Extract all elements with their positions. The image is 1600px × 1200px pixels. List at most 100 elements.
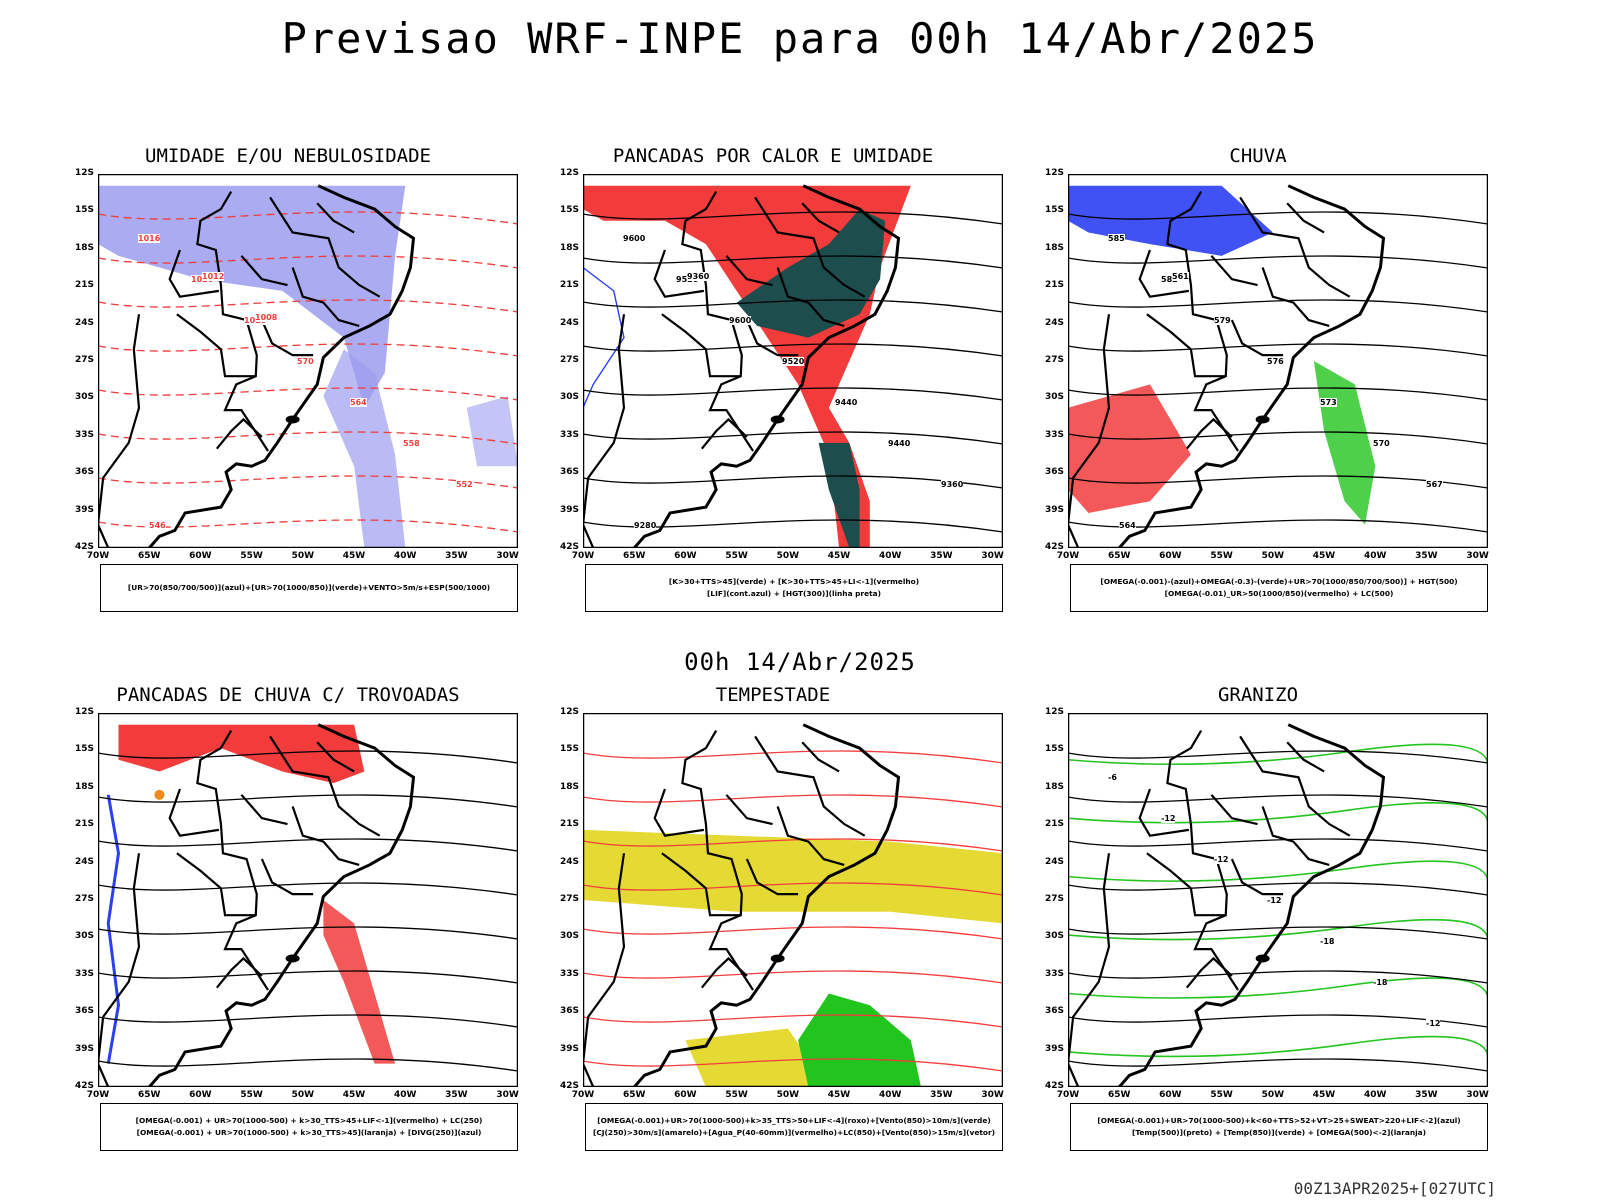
coastline xyxy=(148,723,416,1087)
contour-line xyxy=(583,970,1003,984)
panel-title: PANCADAS POR CALOR E UMIDADE xyxy=(612,145,934,167)
lon-tick-label: 30W xyxy=(1466,551,1489,561)
contour-line xyxy=(1068,431,1488,445)
contour-line xyxy=(1068,519,1488,533)
lon-tick-label: 55W xyxy=(725,1090,748,1100)
lon-tick-label: 45W xyxy=(827,551,851,561)
country-border xyxy=(583,314,626,548)
lon-tick-label: 50W xyxy=(776,551,800,561)
lat-tick-label: 12S xyxy=(1044,168,1064,178)
main-title: Previsao WRF-INPE para 00h 14/Abr/2025 xyxy=(281,14,1319,63)
contour-value-label: 564 xyxy=(1119,521,1136,530)
legend-line: [Temp(500)](preto) + [Temp(850)](verde) … xyxy=(1131,1128,1427,1137)
lat-tick-label: 27S xyxy=(1044,355,1064,365)
country-border xyxy=(745,319,799,357)
lon-tick-label: 40W xyxy=(393,551,417,561)
lon-tick-label: 65W xyxy=(137,551,161,561)
lat-tick-label: 42S xyxy=(1044,1081,1064,1091)
humidity-area-band xyxy=(323,349,406,548)
country-border xyxy=(1146,313,1226,378)
contour-value-label: 585 xyxy=(1108,234,1125,243)
contour-value-label: 582 xyxy=(1161,275,1178,284)
country-border xyxy=(801,202,840,234)
lon-tick-label: 45W xyxy=(827,1090,851,1100)
contour-line xyxy=(98,387,518,401)
contour-line xyxy=(1068,882,1488,896)
contour-value-label: 552 xyxy=(456,480,473,489)
lat-tick-label: 33S xyxy=(559,968,579,979)
country-border xyxy=(725,794,773,826)
country-border xyxy=(1068,853,1111,1087)
lat-tick-label: 24S xyxy=(74,317,94,328)
legend-line: [OMEGA(-0.001)-(azul)+OMEGA(-0.3)-(verde… xyxy=(1100,577,1458,586)
country-border xyxy=(168,249,220,298)
legend-line: [K>30+TTS>45](verde) + [K>30+TTS>45+LI<-… xyxy=(668,577,920,586)
country-border xyxy=(316,741,355,773)
thunder-area-red xyxy=(118,724,365,784)
lon-tick-label: 40W xyxy=(1363,1090,1387,1100)
map-frame: 12S 15S 18S 21S 24S 27S 30S 33S 36S 39S 42S 70W 65W 6… xyxy=(560,707,1004,1100)
lon-tick-label: 50W xyxy=(1261,1090,1285,1100)
lat-tick-label: 39S xyxy=(74,504,94,515)
contour-value-label: 9440 xyxy=(888,439,911,448)
lat-tick-label: 30S xyxy=(1044,392,1064,403)
lon-tick-label: 60W xyxy=(1159,1090,1182,1100)
contour-line xyxy=(1068,926,1488,940)
lat-tick-label: 30S xyxy=(559,392,579,403)
contour-value-label: 558 xyxy=(403,439,420,448)
wind-area-green xyxy=(798,993,922,1087)
lon-tick-label: 70W xyxy=(1056,1090,1080,1100)
map-frame: 12S 15S 18S 21S 24S 27S 30S 33S 36S 39S 42S 70W 65W 6… xyxy=(75,168,519,561)
contour-value-label: 579 xyxy=(1214,316,1231,325)
country-border xyxy=(1138,788,1190,837)
contour-value-label: -12 xyxy=(1214,855,1229,864)
country-border xyxy=(681,190,754,452)
coastline xyxy=(1118,723,1386,1087)
contour-line xyxy=(1068,343,1488,357)
panel-legend: [OMEGA(-0.001) + UR>70(1000-500) + k>30_… xyxy=(100,1103,518,1151)
contour-value-label: 564 xyxy=(350,398,367,407)
lat-tick-label: 18S xyxy=(74,781,94,792)
lat-tick-label: 24S xyxy=(1044,856,1064,867)
lat-tick-label: 33S xyxy=(1044,429,1064,440)
map-frame: 12S 15S 18S 21S 24S 27S 30S 33S 36S 39S 42S 70W 65W 6… xyxy=(1045,707,1489,1100)
lon-tick-label: 35W xyxy=(930,1090,953,1100)
lon-tick-label: 70W xyxy=(86,551,110,561)
contour-value-label: 570 xyxy=(1373,439,1390,448)
country-border xyxy=(1210,255,1258,287)
lon-tick-label: 55W xyxy=(240,1090,263,1100)
lat-tick-label: 39S xyxy=(559,1043,579,1054)
lon-tick-label: 50W xyxy=(291,1090,315,1100)
country-border xyxy=(1261,267,1330,327)
lat-tick-label: 21S xyxy=(559,280,579,291)
lat-tick-label: 24S xyxy=(559,317,579,328)
lat-tick-label: 39S xyxy=(74,1043,94,1054)
country-border xyxy=(240,255,288,287)
lat-tick-label: 21S xyxy=(1044,819,1064,830)
lat-tick-label: 27S xyxy=(74,894,94,904)
panel-title: GRANIZO xyxy=(1217,684,1299,706)
lon-tick-label: 70W xyxy=(1056,551,1080,561)
lat-tick-label: 42S xyxy=(74,1081,94,1091)
map-canvas xyxy=(583,713,1003,1087)
lon-tick-label: 55W xyxy=(240,551,263,561)
contour-value-label: 9600 xyxy=(729,316,752,325)
panel-chuva: CHUVA 12S 15S 18S 21S 24S 27S 30S 33S 36S 39S 42S 70… xyxy=(1038,145,1489,625)
map-canvas xyxy=(98,713,518,1087)
contour-line xyxy=(583,838,1003,852)
country-border xyxy=(291,806,360,866)
lon-tick-label: 65W xyxy=(1107,1090,1131,1100)
lat-tick-label: 21S xyxy=(1044,280,1064,291)
country-border xyxy=(754,735,866,837)
lon-tick-label: 55W xyxy=(1210,551,1233,561)
jet-area-yellow xyxy=(583,829,1003,924)
country-border xyxy=(661,852,741,917)
lon-tick-label: 50W xyxy=(776,1090,800,1100)
contour-line xyxy=(1068,211,1488,225)
country-border xyxy=(196,729,269,991)
panel-tempestade: TEMPESTADE 12S 15S 18S 21S 24S 27S 30S 33S 36S 39S… xyxy=(553,684,1004,1164)
country-border xyxy=(653,788,705,837)
temp850-contour xyxy=(1068,743,1488,766)
map-frame: 12S 15S 18S 21S 24S 27S 30S 33S 36S 39S 42S 70W 65W 6… xyxy=(75,707,519,1100)
country-border xyxy=(1166,190,1239,452)
